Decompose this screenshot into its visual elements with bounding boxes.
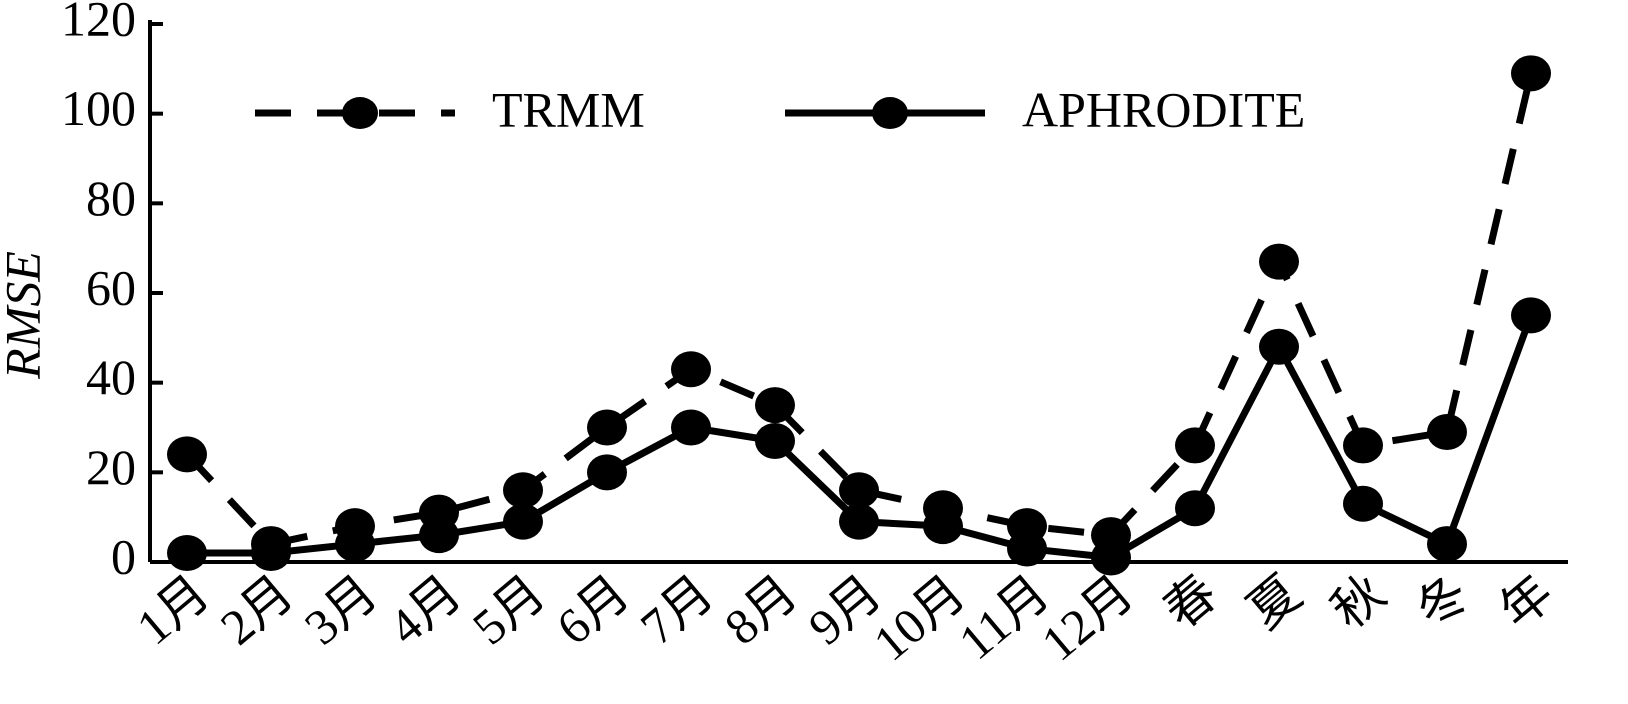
marker <box>923 508 963 545</box>
x-tick-label: 12月 <box>1031 564 1144 671</box>
y-tick-label: 80 <box>86 170 136 226</box>
x-tick-label: 秋 <box>1321 564 1395 639</box>
x-tick-label: 8月 <box>714 564 807 655</box>
x-tick-label: 7月 <box>630 564 723 655</box>
x-tick-label: 3月 <box>294 564 387 655</box>
marker <box>503 503 543 540</box>
marker <box>335 526 375 563</box>
marker <box>1091 539 1131 576</box>
legend-marker <box>342 97 378 129</box>
marker <box>839 472 879 509</box>
marker <box>587 454 627 491</box>
x-tick-label: 年 <box>1489 564 1563 639</box>
y-tick-label: 40 <box>86 349 136 405</box>
legend-label: APHRODITE <box>1022 81 1305 137</box>
marker <box>1343 427 1383 464</box>
marker <box>1511 297 1551 334</box>
marker <box>503 472 543 509</box>
marker <box>1343 485 1383 522</box>
y-tick-label: 20 <box>86 439 136 495</box>
marker <box>1427 526 1467 563</box>
series-line <box>184 72 1535 548</box>
marker <box>1259 243 1299 280</box>
marker <box>1427 413 1467 450</box>
marker <box>1175 427 1215 464</box>
marker <box>1175 490 1215 527</box>
x-tick-label: 4月 <box>378 564 471 655</box>
legend-marker <box>872 97 908 129</box>
y-axis-label: RMSE <box>0 251 50 380</box>
marker <box>1511 55 1551 92</box>
x-tick-label: 1月 <box>126 564 219 655</box>
x-tick-label: 春 <box>1153 564 1227 639</box>
marker <box>251 535 291 572</box>
marker <box>671 351 711 388</box>
marker <box>1259 328 1299 365</box>
marker <box>1007 530 1047 567</box>
y-tick-label: 120 <box>61 0 136 46</box>
y-tick-label: 100 <box>61 80 136 136</box>
x-tick-label: 冬 <box>1405 564 1479 639</box>
legend-label: TRMM <box>492 81 645 137</box>
x-tick-label: 夏 <box>1237 564 1311 639</box>
y-tick-label: 0 <box>111 528 136 584</box>
y-tick-label: 60 <box>86 259 136 315</box>
marker <box>839 503 879 540</box>
x-tick-label: 2月 <box>210 564 303 655</box>
marker <box>755 387 795 424</box>
marker <box>671 409 711 446</box>
marker <box>167 535 207 572</box>
x-tick-label: 6月 <box>546 564 639 655</box>
marker <box>167 436 207 473</box>
marker <box>587 409 627 446</box>
x-tick-label: 5月 <box>462 564 555 655</box>
marker <box>419 517 459 554</box>
marker <box>755 422 795 459</box>
